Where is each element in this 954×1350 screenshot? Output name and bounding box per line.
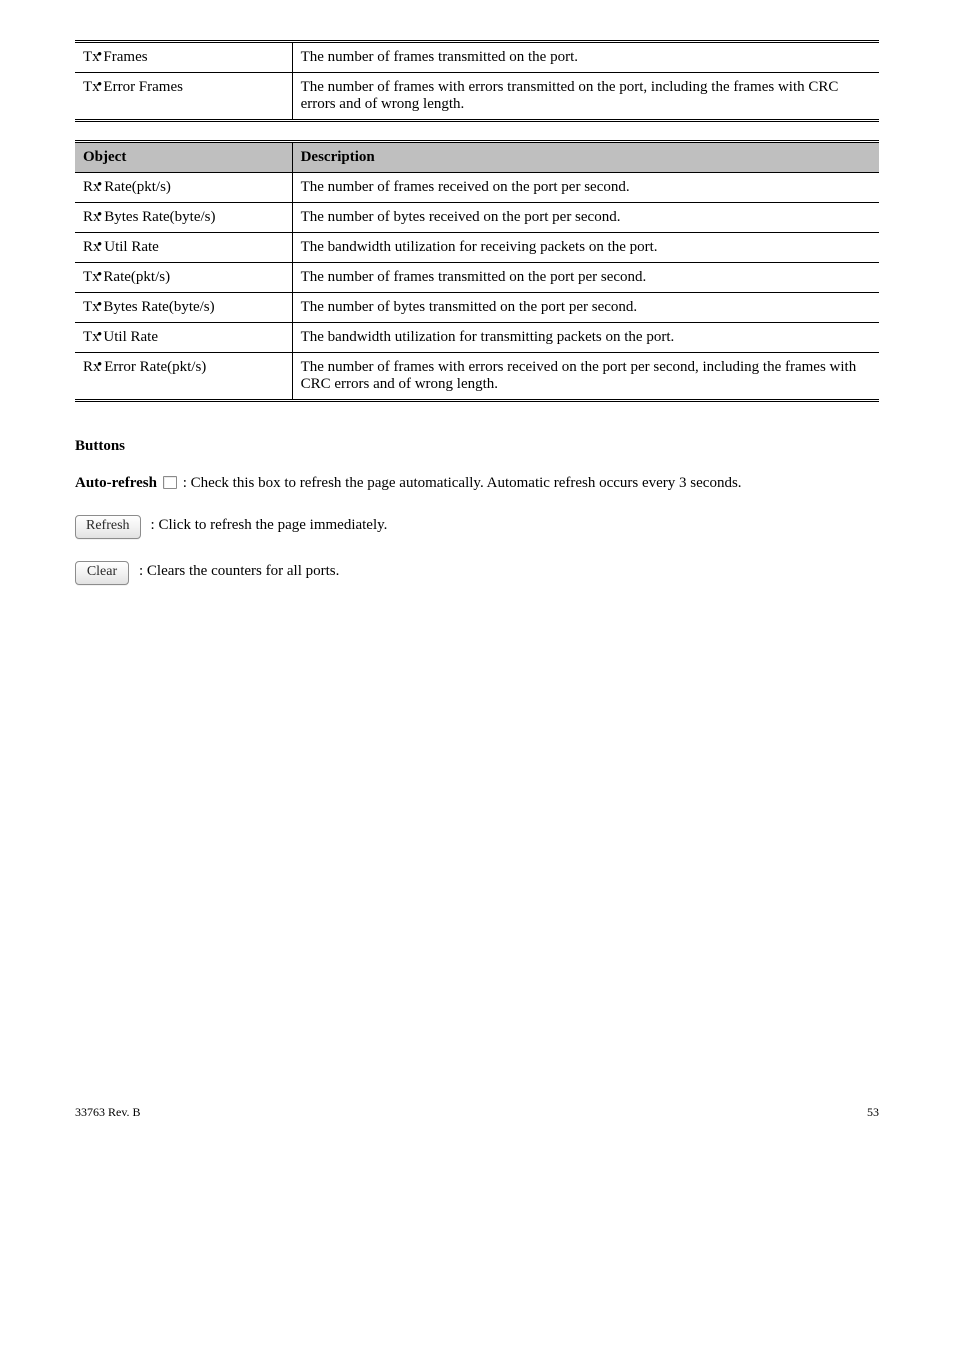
column-header-object: Object [75, 142, 292, 173]
table-row: Tx Rate(pkt/s)The number of frames trans… [75, 263, 879, 293]
row-description: The number of frames received on the por… [292, 173, 879, 203]
row-label: Rx Util Rate [75, 233, 292, 263]
row-label: Tx Rate(pkt/s) [75, 263, 292, 293]
table-row: Tx Bytes Rate(byte/s)The number of bytes… [75, 293, 879, 323]
row-label: Tx Error Frames [75, 73, 292, 121]
clear-button[interactable]: Clear [75, 561, 129, 585]
auto-refresh-checkbox-icon[interactable] [163, 476, 177, 489]
row-label: Tx Bytes Rate(byte/s) [75, 293, 292, 323]
row-label: Rx Error Rate(pkt/s) [75, 353, 292, 401]
page-footer: 33763 Rev. B www.transition.com 53 [75, 1105, 879, 1120]
footer-page: 53 [867, 1105, 879, 1120]
table-row: Rx Rate(pkt/s)The number of frames recei… [75, 173, 879, 203]
clear-desc: : Clears the counters for all ports. [139, 561, 879, 581]
row-label: Rx Bytes Rate(byte/s) [75, 203, 292, 233]
auto-refresh-desc: : Check this box to refresh the page aut… [183, 475, 742, 491]
auto-refresh-row: Auto-refresh : Check this box to refresh… [75, 473, 879, 493]
column-header-description: Description [292, 142, 879, 173]
port-counters-table-a: Tx FramesThe number of frames transmitte… [75, 40, 879, 122]
row-label: Rx Rate(pkt/s) [75, 173, 292, 203]
refresh-button[interactable]: Refresh [75, 515, 141, 539]
table-row: Tx Util RateThe bandwidth utilization fo… [75, 323, 879, 353]
footer-rev: 33763 Rev. B [75, 1105, 141, 1120]
port-rate-table-b: Object Description Rx Rate(pkt/s)The num… [75, 140, 879, 402]
row-description: The number of bytes transmitted on the p… [292, 293, 879, 323]
buttons-section: Buttons Auto-refresh : Check this box to… [75, 438, 879, 585]
row-label: Tx Frames [75, 42, 292, 73]
table-row: Tx FramesThe number of frames transmitte… [75, 42, 879, 73]
refresh-row: Refresh : Click to refresh the page imme… [75, 515, 879, 539]
row-description: The number of bytes received on the port… [292, 203, 879, 233]
row-description: The number of frames with errors receive… [292, 353, 879, 401]
row-description: The number of frames transmitted on the … [292, 42, 879, 73]
table-row: Tx Error FramesThe number of frames with… [75, 73, 879, 121]
table-header-row: Object Description [75, 142, 879, 173]
row-description: The bandwidth utilization for receiving … [292, 233, 879, 263]
row-label: Tx Util Rate [75, 323, 292, 353]
table-row: Rx Util RateThe bandwidth utilization fo… [75, 233, 879, 263]
buttons-heading: Buttons [75, 438, 879, 455]
refresh-desc: : Click to refresh the page immediately. [151, 515, 879, 535]
table-row: Rx Bytes Rate(byte/s)The number of bytes… [75, 203, 879, 233]
clear-row: Clear : Clears the counters for all port… [75, 561, 879, 585]
auto-refresh-label: Auto-refresh [75, 475, 157, 491]
table-row: Rx Error Rate(pkt/s)The number of frames… [75, 353, 879, 401]
row-description: The number of frames with errors transmi… [292, 73, 879, 121]
row-description: The bandwidth utilization for transmitti… [292, 323, 879, 353]
row-description: The number of frames transmitted on the … [292, 263, 879, 293]
